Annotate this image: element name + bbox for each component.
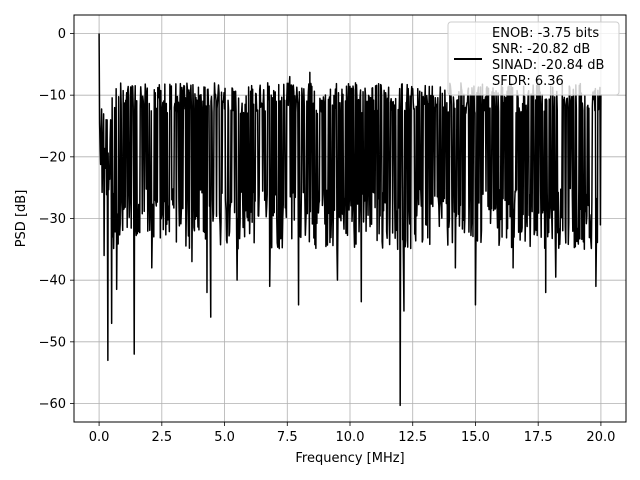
y-tick-label: −10	[39, 89, 66, 104]
x-tick-label: 17.5	[524, 430, 553, 445]
x-tick-label: 10.0	[336, 430, 365, 445]
y-tick-label: 0	[58, 27, 66, 42]
legend-snr: SNR: -20.82 dB	[492, 42, 590, 57]
legend-sfdr: SFDR: 6.36	[492, 74, 564, 89]
y-axis-ticks: 0 −10 −20 −30 −40 −50 −60	[39, 27, 74, 412]
x-axis-ticks: 0.0 2.5 5.0 7.5 10.0 12.5 15.0 17.5 20.0	[89, 422, 615, 445]
x-tick-label: 12.5	[398, 430, 427, 445]
y-tick-label: −30	[39, 212, 66, 227]
x-tick-label: 5.0	[214, 430, 235, 445]
y-tick-label: −20	[39, 150, 66, 165]
x-tick-label: 15.0	[461, 430, 490, 445]
y-tick-label: −60	[39, 397, 66, 412]
legend: ENOB: -3.75 bits SNR: -20.82 dB SINAD: -…	[447, 21, 620, 96]
x-tick-label: 20.0	[586, 430, 615, 445]
legend-sinad: SINAD: -20.84 dB	[492, 58, 604, 73]
x-axis-label: Frequency [MHz]	[295, 451, 404, 466]
legend-enob: ENOB: -3.75 bits	[492, 26, 599, 41]
y-tick-label: −40	[39, 274, 66, 289]
legend-box	[447, 21, 620, 96]
y-tick-label: −50	[39, 335, 66, 350]
x-tick-label: 7.5	[277, 430, 298, 445]
x-tick-label: 2.5	[151, 430, 172, 445]
x-tick-label: 0.0	[89, 430, 110, 445]
y-axis-label: PSD [dB]	[14, 190, 29, 248]
